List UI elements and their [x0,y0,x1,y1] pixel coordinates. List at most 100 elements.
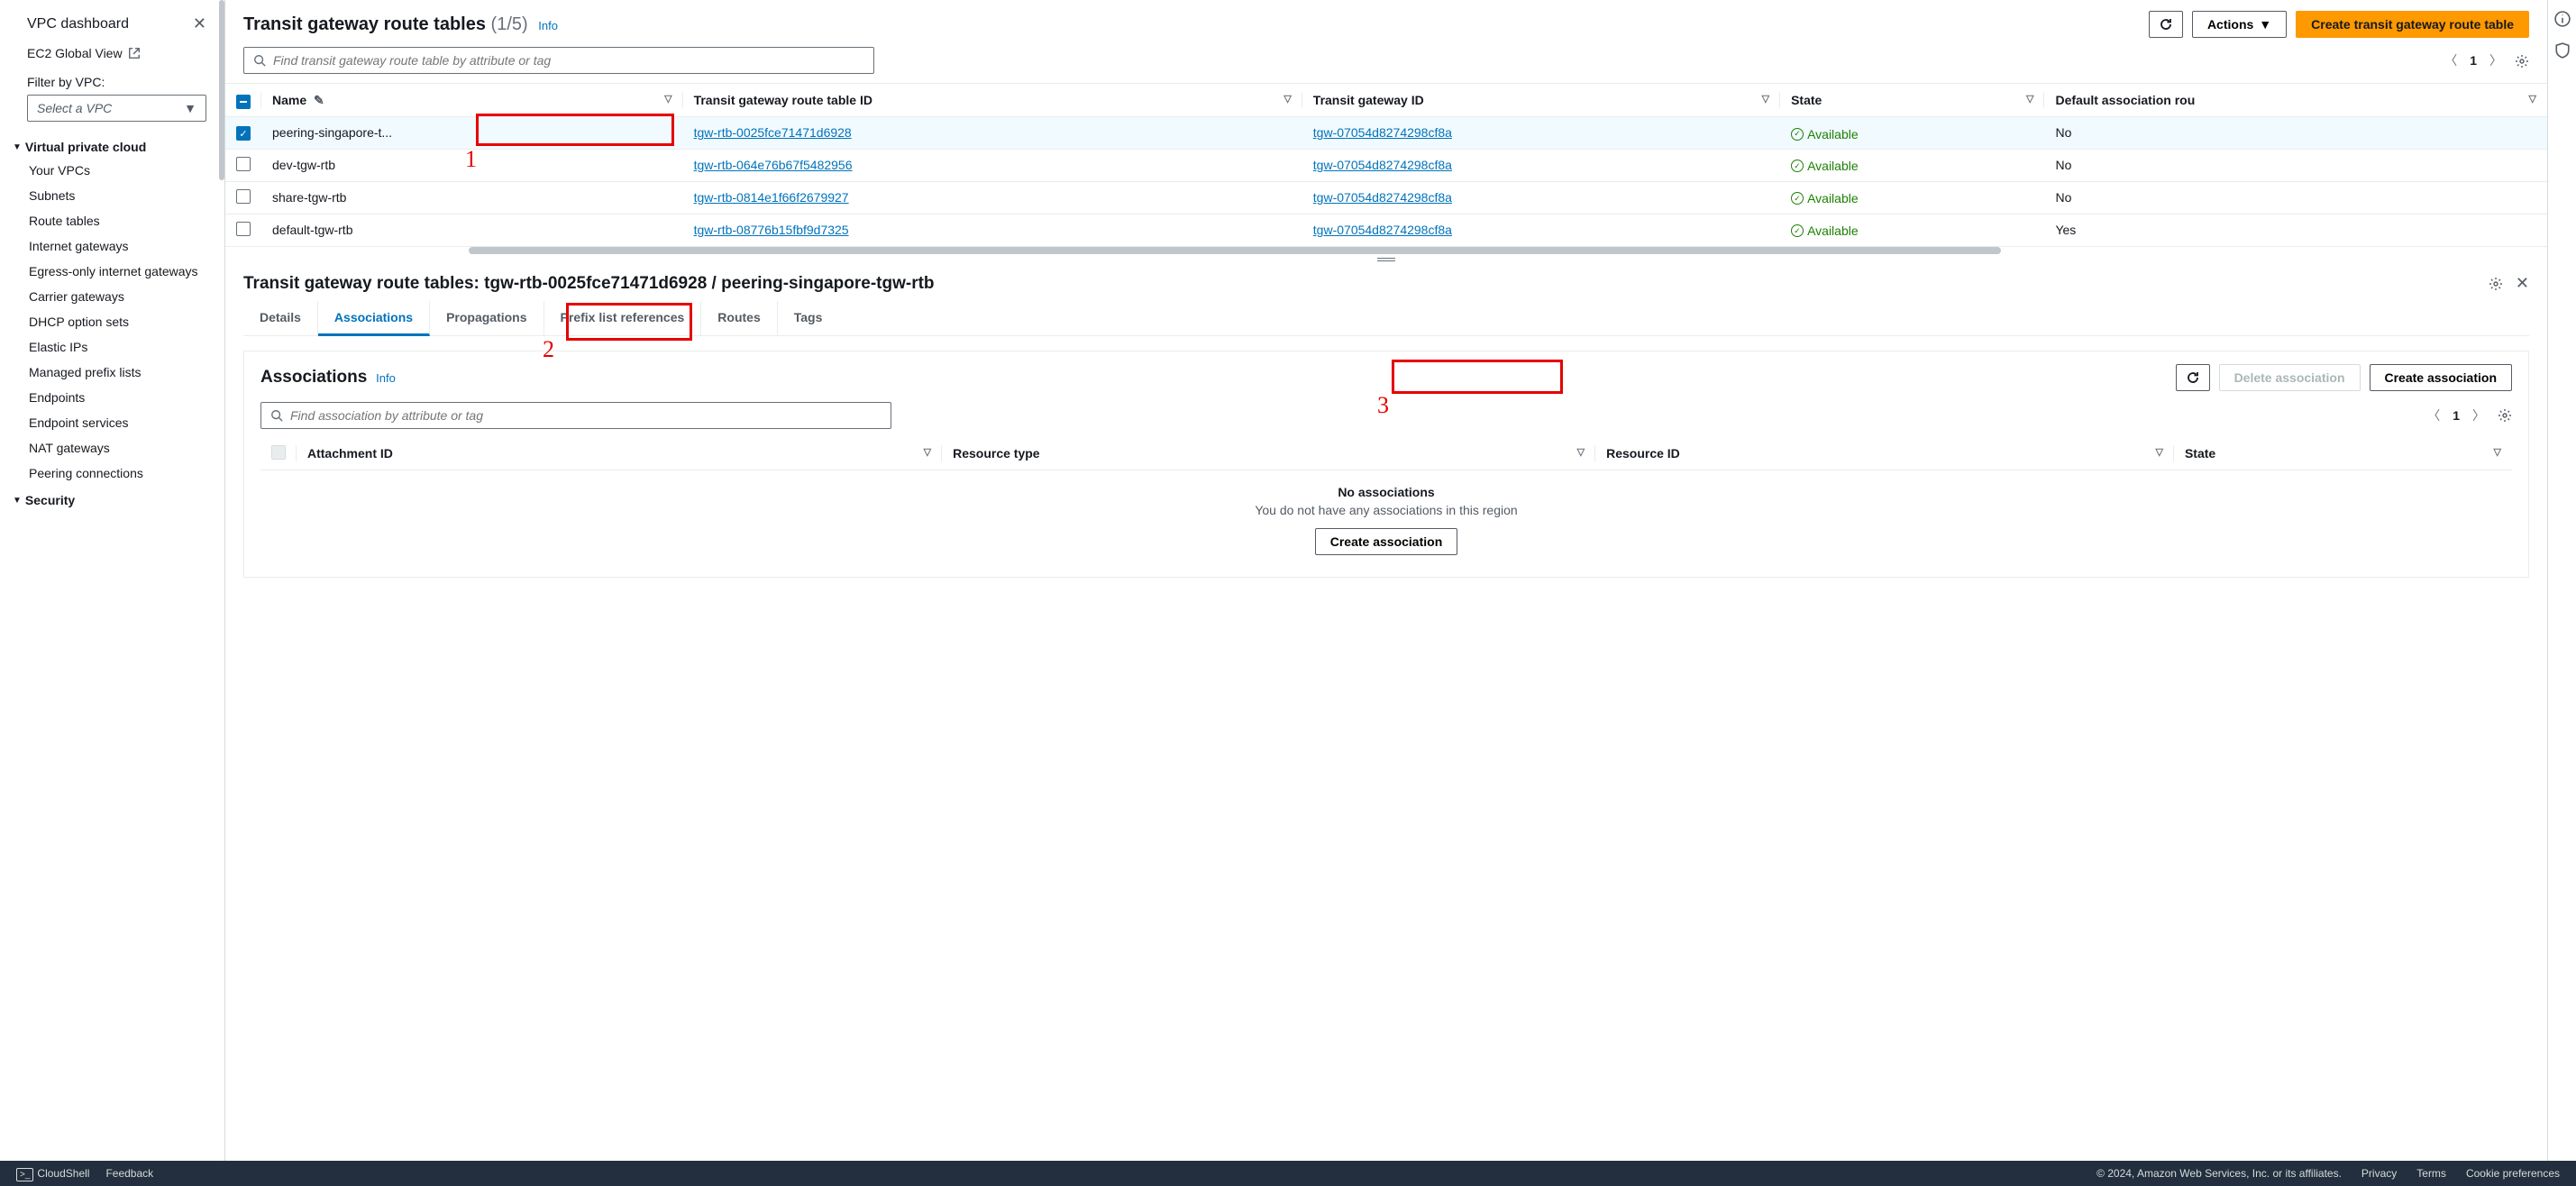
prev-page-button[interactable]: 〈 [2441,48,2461,73]
check-circle-icon: ✓ [1791,128,1804,141]
row-checkbox[interactable]: ✓ [236,126,251,141]
terms-link[interactable]: Terms [2416,1167,2446,1180]
security-panel-button[interactable] [2554,41,2571,58]
route-table-id-link[interactable]: tgw-rtb-08776b15fbf9d7325 [694,223,849,237]
cloudshell-link[interactable]: >_CloudShell [16,1167,89,1180]
sort-icon[interactable]: ▽ [1762,93,1769,105]
nav-item[interactable]: Internet gateways [0,233,224,259]
tab-tags[interactable]: Tags [778,301,839,335]
empty-subtitle: You do not have any associations in this… [260,503,2512,517]
feedback-link[interactable]: Feedback [105,1167,153,1180]
detail-close-button[interactable]: ✕ [2516,274,2529,293]
route-table-id-link[interactable]: tgw-rtb-0025fce71471d6928 [694,125,852,140]
nav-item[interactable]: Egress-only internet gateways [0,259,224,284]
nav-item[interactable]: DHCP option sets [0,309,224,334]
panel-splitter[interactable] [225,254,2547,265]
sort-icon[interactable]: ▽ [2529,93,2536,105]
assoc-next-page[interactable]: 〉 [2469,403,2489,428]
table-row[interactable]: ✓ peering-singapore-t... tgw-rtb-0025fce… [225,117,2547,150]
route-table-id-link[interactable]: tgw-rtb-064e76b67f5482956 [694,158,853,172]
close-icon[interactable]: ✕ [193,14,206,33]
row-checkbox[interactable] [236,157,251,171]
search-input[interactable] [273,53,864,68]
sidebar-title[interactable]: VPC dashboard [27,16,129,32]
transit-gateway-id-link[interactable]: tgw-07054d8274298cf8a [1313,125,1452,140]
detail-settings-button[interactable] [2489,276,2503,291]
table-row[interactable]: dev-tgw-rtb tgw-rtb-064e76b67f5482956 tg… [225,149,2547,181]
column-header[interactable]: Transit gateway route table ID▽ [683,84,1302,117]
transit-gateway-id-link[interactable]: tgw-07054d8274298cf8a [1313,223,1452,237]
assoc-search-box[interactable] [260,402,891,429]
column-header[interactable]: Transit gateway ID▽ [1302,84,1780,117]
assoc-column-header[interactable]: Attachment ID▽ [297,438,942,470]
cookie-link[interactable]: Cookie preferences [2466,1167,2560,1180]
select-all-checkbox[interactable] [236,95,251,109]
transit-gateway-id-link[interactable]: tgw-07054d8274298cf8a [1313,158,1452,172]
assoc-search-input[interactable] [290,408,882,423]
next-page-button[interactable]: 〉 [2486,48,2506,73]
nav-item[interactable]: Endpoints [0,385,224,410]
sort-icon[interactable]: ▽ [1577,446,1585,458]
nav-item[interactable]: Subnets [0,183,224,208]
nav-item[interactable]: Route tables [0,208,224,233]
create-route-table-button[interactable]: Create transit gateway route table [2296,11,2529,38]
assoc-select-all[interactable] [271,445,286,460]
sort-icon[interactable]: ▽ [2494,446,2501,458]
table-row[interactable]: default-tgw-rtb tgw-rtb-08776b15fbf9d732… [225,214,2547,246]
column-header[interactable]: Name ✎▽ [261,84,683,117]
nav-item[interactable]: Endpoint services [0,410,224,435]
table-row[interactable]: share-tgw-rtb tgw-rtb-0814e1f66f2679927 … [225,181,2547,214]
sidebar-scrollbar[interactable] [219,0,224,180]
nav-section-header[interactable]: ▼Virtual private cloud [0,132,224,158]
external-link-icon [128,47,141,59]
sort-icon[interactable]: ▽ [1283,93,1291,105]
empty-create-association-button[interactable]: Create association [1315,528,1458,555]
route-table-id-link[interactable]: tgw-rtb-0814e1f66f2679927 [694,190,849,205]
privacy-link[interactable]: Privacy [2361,1167,2397,1180]
assoc-column-header[interactable]: State▽ [2174,438,2512,470]
info-link[interactable]: Info [538,19,558,32]
chevron-down-icon: ▼ [2259,17,2271,32]
column-header[interactable]: Default association rou▽ [2044,84,2547,117]
caret-down-icon: ▼ [13,496,22,506]
nav-section-header[interactable]: ▼Security [0,486,224,511]
tab-prefix-list-references[interactable]: Prefix list references [544,301,702,335]
create-association-button[interactable]: Create association [2370,364,2513,391]
search-box[interactable] [243,47,874,74]
horizontal-scrollbar[interactable] [469,247,2001,254]
nav-item[interactable]: NAT gateways [0,435,224,461]
sort-icon[interactable]: ▽ [924,446,931,458]
tab-details[interactable]: Details [243,301,318,335]
vpc-select[interactable]: Select a VPC ▼ [27,95,206,122]
refresh-button[interactable] [2149,11,2183,38]
ec2-global-view-link[interactable]: EC2 Global View [0,41,224,66]
assoc-column-header[interactable]: Resource ID▽ [1595,438,2174,470]
assoc-refresh-button[interactable] [2176,364,2210,391]
transit-gateway-id-link[interactable]: tgw-07054d8274298cf8a [1313,190,1452,205]
actions-button[interactable]: Actions ▼ [2192,11,2287,38]
nav-item[interactable]: Carrier gateways [0,284,224,309]
column-header[interactable]: State▽ [1780,84,2044,117]
row-checkbox[interactable] [236,222,251,236]
delete-association-button[interactable]: Delete association [2219,364,2361,391]
table-settings-button[interactable] [2515,52,2529,68]
cloudshell-icon: >_ [16,1168,33,1181]
assoc-column-header[interactable]: Resource type▽ [942,438,1595,470]
nav-item[interactable]: Peering connections [0,461,224,486]
tab-propagations[interactable]: Propagations [430,301,544,335]
nav-item[interactable]: Managed prefix lists [0,360,224,385]
sort-icon[interactable]: ▽ [2156,446,2163,458]
nav-item[interactable]: Your VPCs [0,158,224,183]
info-panel-button[interactable] [2554,11,2571,27]
empty-title: No associations [260,485,2512,499]
assoc-settings-button[interactable] [2498,407,2512,423]
associations-info-link[interactable]: Info [376,371,396,385]
tab-associations[interactable]: Associations [318,301,430,336]
page-title-text: Transit gateway route tables [243,14,486,34]
sort-icon[interactable]: ▽ [664,93,671,105]
tab-routes[interactable]: Routes [701,301,777,335]
nav-item[interactable]: Elastic IPs [0,334,224,360]
row-checkbox[interactable] [236,189,251,204]
sort-icon[interactable]: ▽ [2026,93,2033,105]
assoc-prev-page[interactable]: 〈 [2424,403,2444,428]
